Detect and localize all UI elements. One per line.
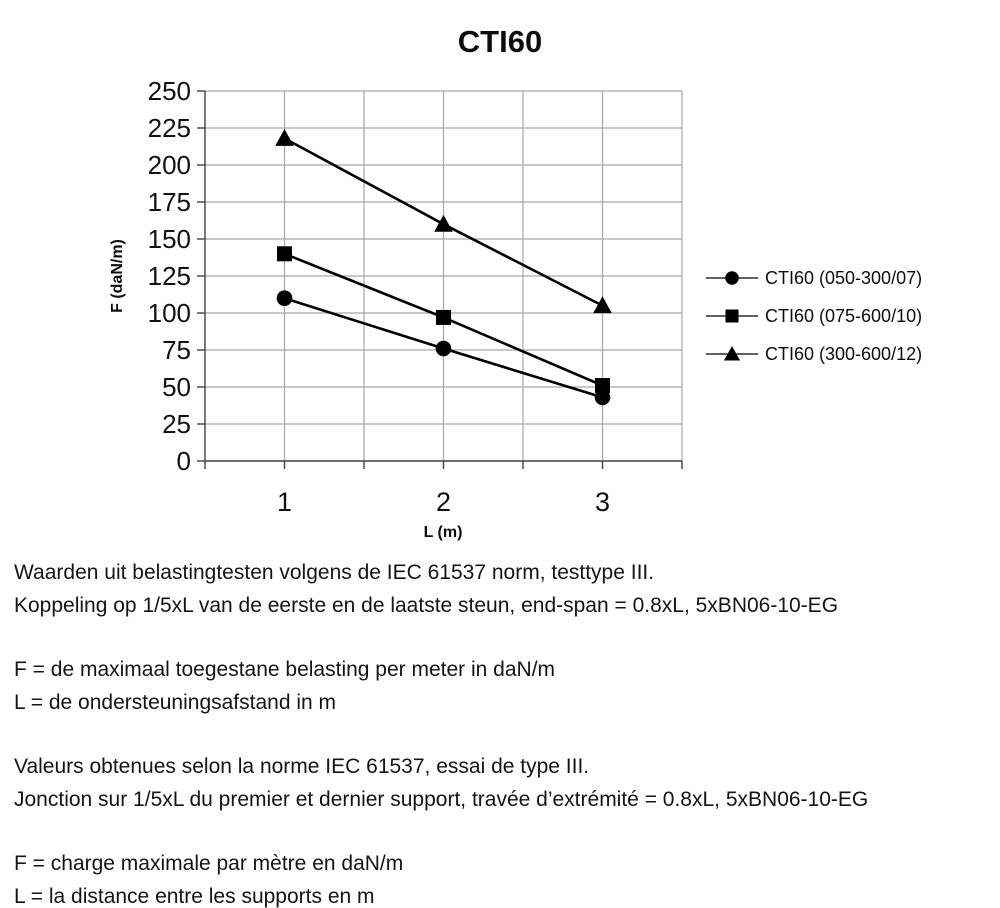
note-line: Valeurs obtenues selon la norme IEC 6153…	[14, 755, 590, 778]
line-chart: F (daN/m) L (m) 025507510012515017520022…	[109, 76, 683, 541]
legend-label: CTI60 (300-600/12)	[765, 343, 923, 364]
note-line: L = de ondersteuningsafstand in m	[14, 691, 337, 714]
y-tick-label: 200	[148, 150, 191, 180]
note-line: L = la distance entre les supports en m	[14, 885, 375, 908]
data-point-triangle	[593, 296, 612, 314]
y-tick-label: 25	[162, 409, 191, 439]
legend: CTI60 (050-300/07) CTI60 (075-600/10) CT…	[706, 259, 922, 373]
legend-label: CTI60 (050-300/07)	[765, 267, 923, 288]
x-tick-label: 3	[595, 487, 610, 517]
data-point-square	[436, 309, 451, 325]
y-tick-label: 225	[148, 113, 191, 143]
data-point-circle	[594, 389, 611, 406]
y-tick-label: 250	[148, 76, 191, 106]
note-line: Waarden uit belastingtesten volgens de I…	[14, 561, 655, 584]
notes-dutch-definitions: F = de maximaal toegestane belasting per…	[14, 653, 989, 719]
data-point-square	[595, 378, 610, 394]
x-tick-label: 2	[436, 487, 451, 517]
data-point-triangle	[434, 214, 453, 232]
square-marker-icon	[706, 309, 758, 323]
note-line: Koppeling op 1/5xL van de eerste en de l…	[14, 594, 839, 617]
data-point-triangle	[275, 129, 294, 146]
note-line: Jonction sur 1/5xL du premier et dernier…	[14, 788, 869, 811]
y-axis-title: F (daN/m)	[109, 239, 126, 313]
legend-label: CTI60 (075-600/10)	[765, 305, 923, 326]
x-axis-title: L (m)	[424, 524, 463, 541]
chart-title: CTI60	[457, 24, 543, 59]
y-tick-label: 175	[148, 187, 191, 217]
legend-item: CTI60 (300-600/12)	[706, 335, 922, 373]
notes-french-test: Valeurs obtenues selon la norme IEC 6153…	[14, 750, 989, 816]
legend-item: CTI60 (075-600/10)	[706, 297, 922, 335]
note-line: F = charge maximale par mètre en daN/m	[14, 852, 404, 875]
note-line: F = de maximaal toegestane belasting per…	[14, 658, 556, 681]
data-point-circle	[276, 290, 293, 307]
y-tick-label: 50	[162, 372, 191, 402]
y-tick-label: 125	[148, 261, 191, 291]
y-tick-label: 0	[177, 446, 191, 476]
notes: Waarden uit belastingtesten volgens de I…	[14, 556, 989, 908]
notes-french-definitions: F = charge maximale par mètre en daN/m L…	[14, 847, 989, 908]
triangle-marker-icon	[706, 345, 758, 361]
legend-item: CTI60 (050-300/07)	[706, 259, 922, 297]
notes-dutch-test: Waarden uit belastingtesten volgens de I…	[14, 556, 989, 622]
y-tick-label: 150	[148, 224, 191, 254]
circle-marker-icon	[706, 271, 758, 285]
data-point-circle	[435, 340, 452, 357]
y-tick-label: 100	[148, 298, 191, 328]
y-tick-label: 75	[162, 335, 191, 365]
data-point-square	[277, 246, 292, 262]
x-tick-label: 1	[277, 487, 292, 517]
